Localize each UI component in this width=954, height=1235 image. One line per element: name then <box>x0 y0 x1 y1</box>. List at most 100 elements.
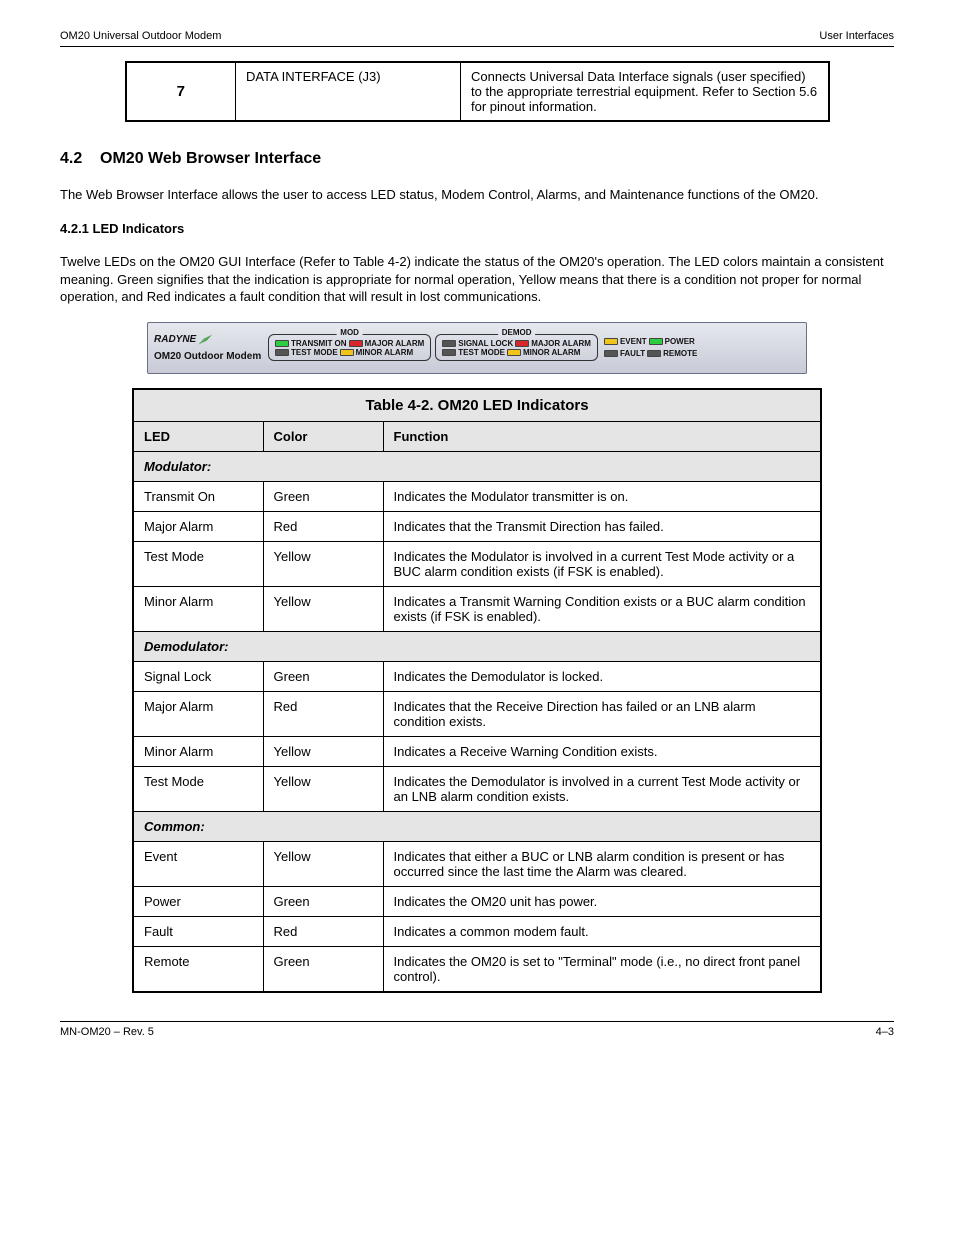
tbl2-title: Table 4-2. OM20 LED Indicators <box>133 389 821 422</box>
header-rule <box>60 46 894 47</box>
panel-logo: RADYNE OM20 Outdoor Modem <box>148 332 268 364</box>
table-cell: Indicates the OM20 is set to "Terminal" … <box>383 946 821 992</box>
table-cell: Green <box>263 481 383 511</box>
led-icon <box>275 340 289 347</box>
table-cell: Indicates the OM20 unit has power. <box>383 886 821 916</box>
panel-led-row: TEST MODE MINOR ALARM <box>275 348 424 357</box>
led-label: TEST MODE <box>291 348 338 357</box>
table-row: Signal LockGreenIndicates the Demodulato… <box>133 661 821 691</box>
section-title: OM20 Web Browser Interface <box>100 150 321 167</box>
table-cell: Green <box>263 886 383 916</box>
panel-led-item: POWER <box>649 337 695 346</box>
table-cell: Indicates a Transmit Warning Condition e… <box>383 586 821 631</box>
led-icon <box>442 349 456 356</box>
led-icon <box>604 338 618 345</box>
table-row: Test ModeYellowIndicates the Demodulator… <box>133 766 821 811</box>
table-cell: Yellow <box>263 841 383 886</box>
panel-extras: EVENT POWER FAULT REMOTE <box>604 337 697 358</box>
tbl2-section: Common: <box>133 811 821 841</box>
led-icon <box>275 349 289 356</box>
table-cell: Major Alarm <box>133 691 263 736</box>
panel-led-item: REMOTE <box>647 349 697 358</box>
footer-left: MN-OM20 – Rev. 5 <box>60 1026 154 1038</box>
table-row: EventYellowIndicates that either a BUC o… <box>133 841 821 886</box>
table-cell: Indicates the Modulator is involved in a… <box>383 541 821 586</box>
led-label: REMOTE <box>663 349 697 358</box>
table-row: Transmit OnGreenIndicates the Modulator … <box>133 481 821 511</box>
led-label: POWER <box>665 337 695 346</box>
table-row: Test ModeYellowIndicates the Modulator i… <box>133 541 821 586</box>
header-left: OM20 Universal Outdoor Modem <box>60 30 221 42</box>
panel-group-title: MOD <box>336 328 363 337</box>
table-row: RemoteGreenIndicates the OM20 is set to … <box>133 946 821 992</box>
table-cell: Major Alarm <box>133 511 263 541</box>
table-row: Major AlarmRedIndicates that the Transmi… <box>133 511 821 541</box>
led-label: MINOR ALARM <box>356 348 413 357</box>
panel-led-row: FAULT REMOTE <box>604 349 697 358</box>
panel-led-item: TRANSMIT ON <box>275 339 347 348</box>
led-label: MINOR ALARM <box>523 348 580 357</box>
panel-led-row: SIGNAL LOCK MAJOR ALARM <box>442 339 591 348</box>
panel-led-row: TEST MODE MINOR ALARM <box>442 348 591 357</box>
table-cell: Yellow <box>263 766 383 811</box>
table-cell: Indicates a Receive Warning Condition ex… <box>383 736 821 766</box>
led-icon <box>349 340 363 347</box>
subsection-title: 4.2.1 LED Indicators <box>60 220 894 238</box>
table-cell: Signal Lock <box>133 661 263 691</box>
table-cell: Indicates that the Receive Direction has… <box>383 691 821 736</box>
led-indicator-table: Table 4-2. OM20 LED Indicators LED Color… <box>132 388 822 993</box>
table-cell: Red <box>263 511 383 541</box>
table-cell: Event <box>133 841 263 886</box>
logo-subtitle: OM20 Outdoor Modem <box>154 351 262 362</box>
led-label: SIGNAL LOCK <box>458 339 513 348</box>
table-row: Major AlarmRedIndicates that the Receive… <box>133 691 821 736</box>
section-intro: The Web Browser Interface allows the use… <box>60 186 894 204</box>
tbl1-col3: Connects Universal Data Interface signal… <box>461 62 829 121</box>
table-row: PowerGreenIndicates the OM20 unit has po… <box>133 886 821 916</box>
table-cell: Green <box>263 661 383 691</box>
table-cell: Yellow <box>263 586 383 631</box>
table-cell: Minor Alarm <box>133 586 263 631</box>
led-label: TEST MODE <box>458 348 505 357</box>
led-label: FAULT <box>620 349 645 358</box>
logo-name: RADYNE <box>154 334 196 345</box>
panel-led-item: FAULT <box>604 349 645 358</box>
panel-led-row: TRANSMIT ON MAJOR ALARM <box>275 339 424 348</box>
panel-led-item: TEST MODE <box>275 348 338 357</box>
tbl2-h2: Color <box>263 421 383 451</box>
section-heading: 4.2 OM20 Web Browser Interface <box>60 150 894 168</box>
table-row: Minor AlarmYellowIndicates a Transmit Wa… <box>133 586 821 631</box>
panel-group: MODTRANSMIT ONMAJOR ALARMTEST MODEMINOR … <box>268 334 431 361</box>
led-icon <box>442 340 456 347</box>
panel-led-item: MAJOR ALARM <box>349 339 425 348</box>
table-cell: Red <box>263 916 383 946</box>
tbl2-section: Demodulator: <box>133 631 821 661</box>
led-panel-figure: RADYNE OM20 Outdoor Modem MOD TRANSMIT ON… <box>147 322 807 374</box>
footer-right: 4–3 <box>876 1026 894 1038</box>
table-cell: Yellow <box>263 541 383 586</box>
tbl2-h3: Function <box>383 421 821 451</box>
table-row: Minor AlarmYellowIndicates a Receive War… <box>133 736 821 766</box>
table-cell: Indicates the Demodulator is locked. <box>383 661 821 691</box>
table-cell: Yellow <box>263 736 383 766</box>
logo-swoosh-icon <box>198 335 212 345</box>
led-icon <box>515 340 529 347</box>
tbl1-col2: DATA INTERFACE (J3) <box>236 62 461 121</box>
led-label: MAJOR ALARM <box>531 339 591 348</box>
table-cell: Test Mode <box>133 541 263 586</box>
table-row: FaultRedIndicates a common modem fault. <box>133 916 821 946</box>
led-label: MAJOR ALARM <box>365 339 425 348</box>
panel-led-item: SIGNAL LOCK <box>442 339 513 348</box>
table-cell: Indicates the Demodulator is involved in… <box>383 766 821 811</box>
table-cell: Minor Alarm <box>133 736 263 766</box>
led-icon <box>604 350 618 357</box>
table-cell: Transmit On <box>133 481 263 511</box>
table-cell: Red <box>263 691 383 736</box>
table-cell: Indicates the Modulator transmitter is o… <box>383 481 821 511</box>
header-right: User Interfaces <box>819 30 894 42</box>
table-cell: Indicates a common modem fault. <box>383 916 821 946</box>
led-label: EVENT <box>620 337 647 346</box>
led-icon <box>340 349 354 356</box>
panel-groups: MODTRANSMIT ONMAJOR ALARMTEST MODEMINOR … <box>268 334 602 361</box>
footer-rule <box>60 1021 894 1022</box>
